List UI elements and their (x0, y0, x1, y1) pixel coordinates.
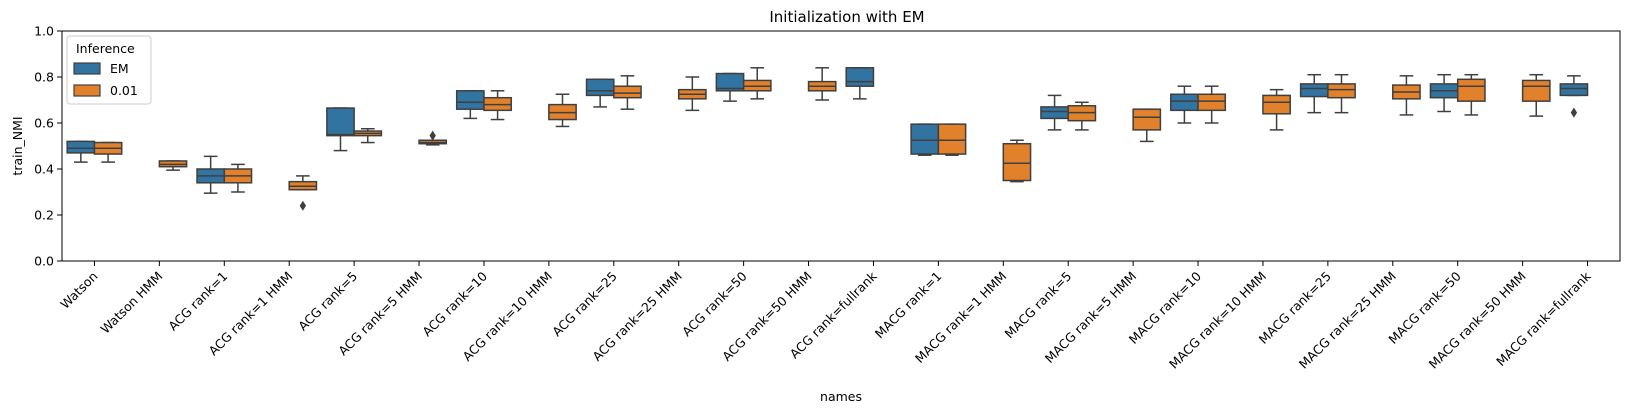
legend-swatch-lr001 (73, 84, 101, 97)
box-body (455, 90, 485, 110)
box-body (1521, 79, 1551, 102)
x-axis-label: names (820, 389, 862, 404)
box-body (613, 85, 642, 99)
legend-label-em: EM (110, 61, 129, 76)
box-em-13 (910, 123, 940, 156)
box-em-6 (455, 90, 485, 120)
legend-title: Inference (76, 41, 135, 56)
box-lr001-22 (1521, 73, 1551, 117)
y-tick-label: 1.0 (34, 24, 54, 39)
box-body (1299, 83, 1329, 98)
box-body (1040, 106, 1069, 120)
box-lr001-13 (937, 123, 967, 156)
x-tick-label: ACG rank=10 (419, 268, 490, 339)
plot-frame (61, 30, 1621, 262)
outlier-point (299, 200, 307, 211)
x-tick-label: ACG rank=50 (679, 268, 750, 339)
box-body (1132, 108, 1162, 131)
y-tick-label: 0.6 (34, 116, 54, 131)
x-tick-label: Watson (57, 269, 100, 312)
legend-label-lr001: 0.01 (110, 83, 138, 98)
box-lr001-10 (742, 67, 772, 100)
box-lr001-9 (677, 76, 707, 112)
box-lr001-8 (613, 75, 642, 110)
box-lr001-21 (1456, 73, 1486, 116)
box-em-2 (196, 155, 226, 194)
x-tick-label: MACG rank=5 (1002, 269, 1075, 342)
box-lr001-18 (1262, 88, 1291, 131)
box-body (585, 78, 615, 97)
box-body (1170, 93, 1199, 112)
box-body (1456, 78, 1486, 102)
x-tick-label: Watson HMM (98, 269, 166, 337)
chart-title: Initialization with EM (769, 8, 924, 26)
outlier-point (429, 130, 436, 141)
box-body (937, 123, 967, 155)
box-lr001-5 (418, 130, 448, 146)
box-body (1559, 83, 1589, 97)
y-tick-label: 0.0 (34, 254, 54, 269)
box-lr001-4 (353, 128, 383, 144)
plot-area (62, 31, 1620, 261)
box-lr001-11 (807, 67, 837, 101)
box-em-21 (1429, 73, 1459, 113)
y-tick-label: 0.8 (34, 70, 54, 85)
box-lr001-17 (1197, 85, 1227, 124)
box-em-8 (585, 78, 615, 108)
x-tick-label: ACG rank=1 (165, 269, 230, 334)
box-body (1002, 142, 1032, 182)
box-lr001-2 (223, 163, 253, 193)
box-em-12 (845, 67, 875, 100)
y-axis-label: train_NMI (10, 116, 25, 175)
box-em-23 (1559, 75, 1589, 118)
box-body (326, 107, 355, 137)
box-lr001-16 (1132, 108, 1162, 143)
legend: Inference EM 0.01 (66, 35, 152, 105)
x-tick-label: ACG rank=5 (295, 269, 360, 334)
box-body (66, 140, 96, 154)
y-axis: 0.0 0.2 0.4 0.6 0.8 1.0 (34, 24, 62, 269)
box-lr001-3 (288, 175, 318, 211)
box-body (1327, 83, 1356, 99)
box-em-4 (326, 107, 355, 152)
box-body (1262, 94, 1291, 115)
outlier-point (1570, 107, 1578, 118)
y-tick-label: 0.4 (34, 162, 54, 177)
box-lr001-6 (483, 90, 512, 121)
box-lr001-19 (1327, 73, 1356, 114)
box-body (845, 67, 875, 87)
legend-swatch-em (73, 62, 101, 75)
box-lr001-7 (548, 93, 577, 128)
box-lr001-14 (1002, 139, 1032, 183)
x-tick-label: ACG rank=25 (549, 269, 620, 340)
box-lr001-20 (1392, 75, 1421, 116)
box-lr001-15 (1067, 101, 1097, 131)
box-lr001-0 (93, 141, 123, 163)
x-tick-label: MACG rank=1 (872, 269, 945, 342)
box-body (1197, 93, 1227, 112)
y-tick-label: 0.2 (34, 208, 54, 223)
box-body (910, 123, 940, 155)
box-lr001-1 (158, 160, 188, 171)
chart-marks (66, 67, 1589, 211)
